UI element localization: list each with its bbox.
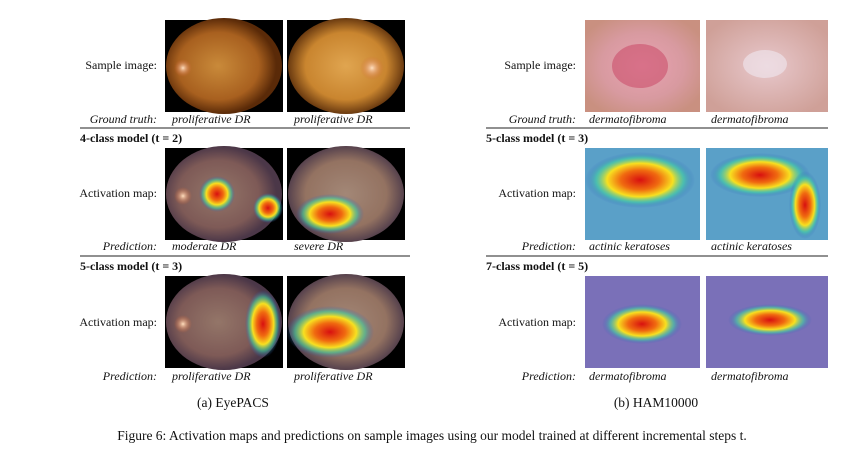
row-label: Prediction: [521,239,576,253]
eyepacs-images [165,18,405,370]
heat-spot [296,194,364,234]
prediction: dermatofibroma [711,369,789,383]
figure-caption: Figure 6: Activation maps and prediction… [117,428,747,443]
row-label: Activation map: [498,186,576,200]
step-header: 7-class model (t = 5) [486,259,588,273]
heat-spot [286,306,374,358]
heat-spot [585,152,695,208]
optic-disc [174,315,192,333]
row-label: Prediction: [102,239,157,253]
optic-disc [174,187,192,205]
truth: proliferative DR [171,112,251,126]
fundus [288,18,404,114]
row-label: Activation map: [79,315,157,329]
row-label: Prediction: [521,369,576,383]
row-label: Ground truth: [509,112,576,126]
fundus [166,18,282,114]
lesion [612,44,668,88]
truth: dermatofibroma [711,112,789,126]
truth: proliferative DR [293,112,373,126]
prediction: severe DR [294,239,344,253]
heat-spot [789,171,821,239]
heat-spot [710,153,810,197]
heat-spot [253,193,283,223]
prediction: proliferative DR [171,369,251,383]
row-label: Activation map: [498,315,576,329]
lesion [743,50,787,78]
subcaption: (a) EyePACS [197,395,269,410]
row-label: Sample image: [85,58,157,72]
heat-spot [199,176,235,212]
prediction: dermatofibroma [589,369,667,383]
subcaption: (b) HAM10000 [614,395,699,410]
row-label: Prediction: [102,369,157,383]
prediction: actinic keratoses [589,239,670,253]
heat-spot [245,290,281,358]
step-header: 4-class model (t = 2) [80,131,182,145]
step-header: 5-class model (t = 3) [80,259,182,273]
row-label: Ground truth: [90,112,157,126]
row-label: Activation map: [79,186,157,200]
prediction: actinic keratoses [711,239,792,253]
step-header: 5-class model (t = 3) [486,131,588,145]
optic-disc [360,56,384,80]
prediction: moderate DR [172,239,237,253]
heat-spot [728,304,812,336]
truth: dermatofibroma [589,112,667,126]
prediction: proliferative DR [293,369,373,383]
optic-disc [174,59,192,77]
ham10000-images [585,20,828,368]
heat-spot [602,304,682,344]
row-label: Sample image: [504,58,576,72]
